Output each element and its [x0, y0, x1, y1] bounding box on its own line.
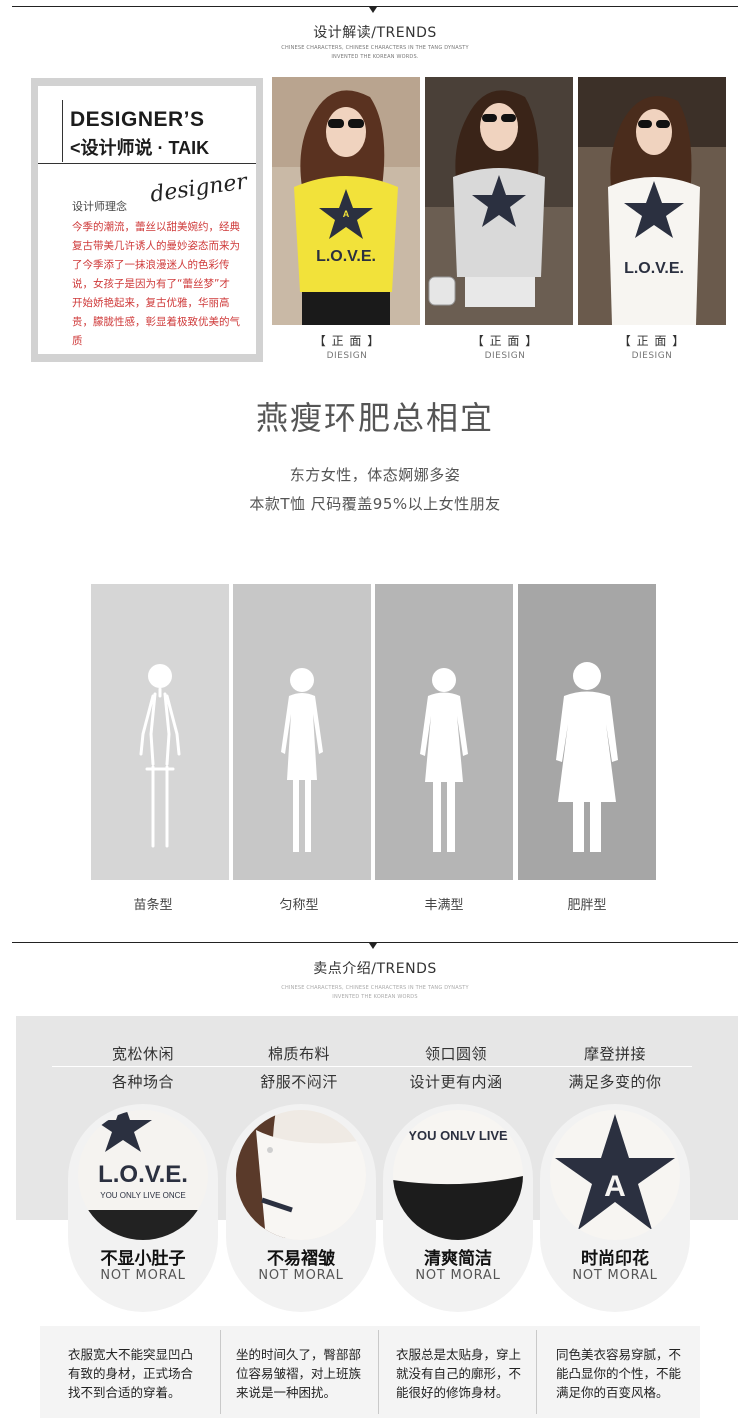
header-rule: [12, 6, 738, 7]
svg-text:L.O.V.E.: L.O.V.E.: [624, 260, 684, 277]
feature-title: 摩登拼接: [583, 1045, 646, 1063]
feature-photo-3: YOU ONLV LIVE: [393, 1110, 523, 1240]
header-pointer: [369, 943, 377, 949]
designer-heading: DESIGNER’S: [70, 108, 205, 131]
caption-front: 【 正 面 】: [471, 334, 539, 348]
designer-concept-text: 今季的潮流，蕾丝以甜美婉约，经典复古带美几许诱人的曼妙姿态而来为了今季添了一抹浪…: [72, 221, 240, 347]
body-type-balanced: [233, 584, 371, 880]
feature-photo-1: L.O.V.E. YOU ONLY LIVE ONCE: [78, 1110, 208, 1240]
section-title: 卖点介绍/TRENDS: [313, 961, 437, 977]
feature-description-3: 衣服总是太贴身，穿上就没有自己的廓形，不能很好的修饰身材。: [396, 1347, 522, 1400]
feature-card-3[interactable]: YOU ONLV LIVE 清爽简洁 NOT MORAL: [383, 1104, 533, 1312]
model-illustration: L.O.V.E.: [578, 77, 726, 325]
body-type-label-balanced: 匀称型: [279, 898, 319, 913]
photo-caption-1: 【 正 面 】 DIESIGN: [272, 332, 422, 361]
designer-horizontal-rule: [38, 163, 256, 164]
svg-text:YOU ONLY LIVE ONCE: YOU ONLY LIVE ONCE: [100, 1191, 186, 1200]
caption-design: DIESIGN: [326, 351, 368, 361]
full-figure-icon: [375, 584, 513, 880]
model-illustration: [425, 77, 573, 325]
size-subline-2: 本款T恤 尺码覆盖95%以上女性朋友: [249, 495, 501, 513]
feature-card-4[interactable]: A 时尚印花 NOT MORAL: [540, 1104, 690, 1312]
body-type-slim: [91, 584, 229, 880]
feature-subtitle: 各种场合: [111, 1073, 174, 1091]
product-photo-yellow[interactable]: L.O.V.E. A: [272, 77, 420, 325]
feature-name-en: NOT MORAL: [100, 1268, 186, 1283]
svg-text:A: A: [604, 1170, 626, 1203]
balanced-figure-icon: [233, 584, 371, 880]
section-subtitle-1: CHINESE CHARACTERS, CHINESE CHARACTERS I…: [281, 45, 469, 51]
plump-figure-icon: [518, 584, 656, 880]
photo-caption-3: 【 正 面 】 DIESIGN: [577, 332, 727, 361]
description-divider: [536, 1330, 537, 1414]
description-divider: [220, 1330, 221, 1414]
love-print-crop: L.O.V.E. YOU ONLY LIVE ONCE: [78, 1110, 208, 1240]
caption-design: DIESIGN: [484, 351, 526, 361]
feature-name-en: NOT MORAL: [572, 1268, 658, 1283]
feature-subtitle: 满足多变的你: [568, 1073, 662, 1091]
designer-subheading: <设计师说 · TAIK: [70, 138, 210, 158]
feature-heading-4: 摩登拼接 满足多变的你: [540, 1040, 690, 1096]
feature-heading-2: 棉质布料 舒服不闷汗: [224, 1040, 374, 1096]
body-type-full: [375, 584, 513, 880]
designer-concept-label: 设计师理念: [72, 200, 127, 213]
feature-title: 棉质布料: [267, 1045, 330, 1063]
section-subtitle-2: INVENTED THE KOREAN WORDS: [332, 994, 418, 1000]
section-title: 设计解读/TRENDS: [313, 25, 437, 41]
feature-title: 宽松休闲: [111, 1045, 174, 1063]
size-headline: 燕瘦环肥总相宜: [255, 399, 494, 437]
body-type-plump: [518, 584, 656, 880]
section-subtitle-1: CHINESE CHARACTERS, CHINESE CHARACTERS I…: [281, 985, 469, 991]
slim-figure-icon: [91, 584, 229, 880]
caption-design: DIESIGN: [631, 351, 673, 361]
section-header-features: 卖点介绍/TRENDS CHINESE CHARACTERS, CHINESE …: [0, 942, 750, 1002]
section-header-design: 设计解读/TRENDS CHINESE CHARACTERS, CHINESE …: [0, 6, 750, 66]
designer-panel: DESIGNER’S <设计师说 · TAIK designer 设计师理念 今…: [31, 78, 263, 362]
feature-name-en: NOT MORAL: [258, 1268, 344, 1283]
header-rule: [12, 942, 738, 943]
fabric-crop: [236, 1110, 366, 1240]
product-photo-grey[interactable]: [425, 77, 573, 325]
section-subtitle-2: INVENTED THE KOREAN WORDS.: [331, 54, 419, 60]
feature-title: 领口圆领: [424, 1045, 487, 1063]
body-type-label-full: 丰满型: [424, 898, 464, 913]
feature-name: 时尚印花: [581, 1249, 649, 1269]
hem-crop: YOU ONLV LIVE: [393, 1110, 523, 1240]
star-print-crop: A: [550, 1110, 680, 1240]
body-type-label-slim: 苗条型: [133, 898, 173, 913]
feature-photo-4: A: [550, 1110, 680, 1240]
designer-vertical-rule: [62, 100, 63, 162]
features-description-band: [40, 1326, 700, 1418]
caption-front: 【 正 面 】: [618, 334, 686, 348]
feature-name: 不易褶皱: [267, 1249, 335, 1269]
svg-text:A: A: [343, 209, 350, 219]
designer-card: DESIGNER’S <设计师说 · TAIK designer 设计师理念 今…: [38, 86, 256, 354]
feature-name-en: NOT MORAL: [415, 1268, 501, 1283]
feature-card-1[interactable]: L.O.V.E. YOU ONLY LIVE ONCE 不显小肚子 NOT MO…: [68, 1104, 218, 1312]
feature-description-4: 同色美衣容易穿腻，不能凸显你的个性，不能满足你的百变风格。: [556, 1347, 682, 1400]
body-type-label-plump: 肥胖型: [567, 898, 607, 913]
photo-caption-2: 【 正 面 】 DIESIGN: [430, 332, 580, 361]
model-illustration: L.O.V.E. A: [272, 77, 420, 325]
product-photo-white[interactable]: L.O.V.E.: [578, 77, 726, 325]
feature-heading-3: 领口圆领 设计更有内涵: [381, 1040, 531, 1096]
feature-heading-1: 宽松休闲 各种场合: [68, 1040, 218, 1096]
svg-text:L.O.V.E.: L.O.V.E.: [316, 248, 376, 265]
size-subline-1: 东方女性，体态婀娜多姿: [289, 466, 461, 484]
feature-card-2[interactable]: 不易褶皱 NOT MORAL: [226, 1104, 376, 1312]
feature-name: 不显小肚子: [100, 1249, 186, 1269]
description-divider: [378, 1330, 379, 1414]
svg-text:YOU ONLV LIVE: YOU ONLV LIVE: [408, 1128, 508, 1143]
features-divider-line: [52, 1066, 692, 1067]
designer-script: designer: [148, 169, 249, 208]
svg-text:L.O.V.E.: L.O.V.E.: [98, 1161, 188, 1188]
feature-photo-2: [236, 1110, 366, 1240]
caption-front: 【 正 面 】: [313, 334, 381, 348]
feature-description-1: 衣服宽大不能突显凹凸有致的身材，正式场合找不到合适的穿着。: [68, 1347, 194, 1400]
feature-name: 清爽简洁: [424, 1249, 492, 1269]
feature-description-2: 坐的时间久了，臀部部位容易皱褶，对上班族来说是一种困扰。: [236, 1347, 362, 1400]
feature-subtitle: 设计更有内涵: [409, 1073, 503, 1091]
feature-subtitle: 舒服不闷汗: [260, 1073, 338, 1091]
header-pointer: [369, 7, 377, 13]
